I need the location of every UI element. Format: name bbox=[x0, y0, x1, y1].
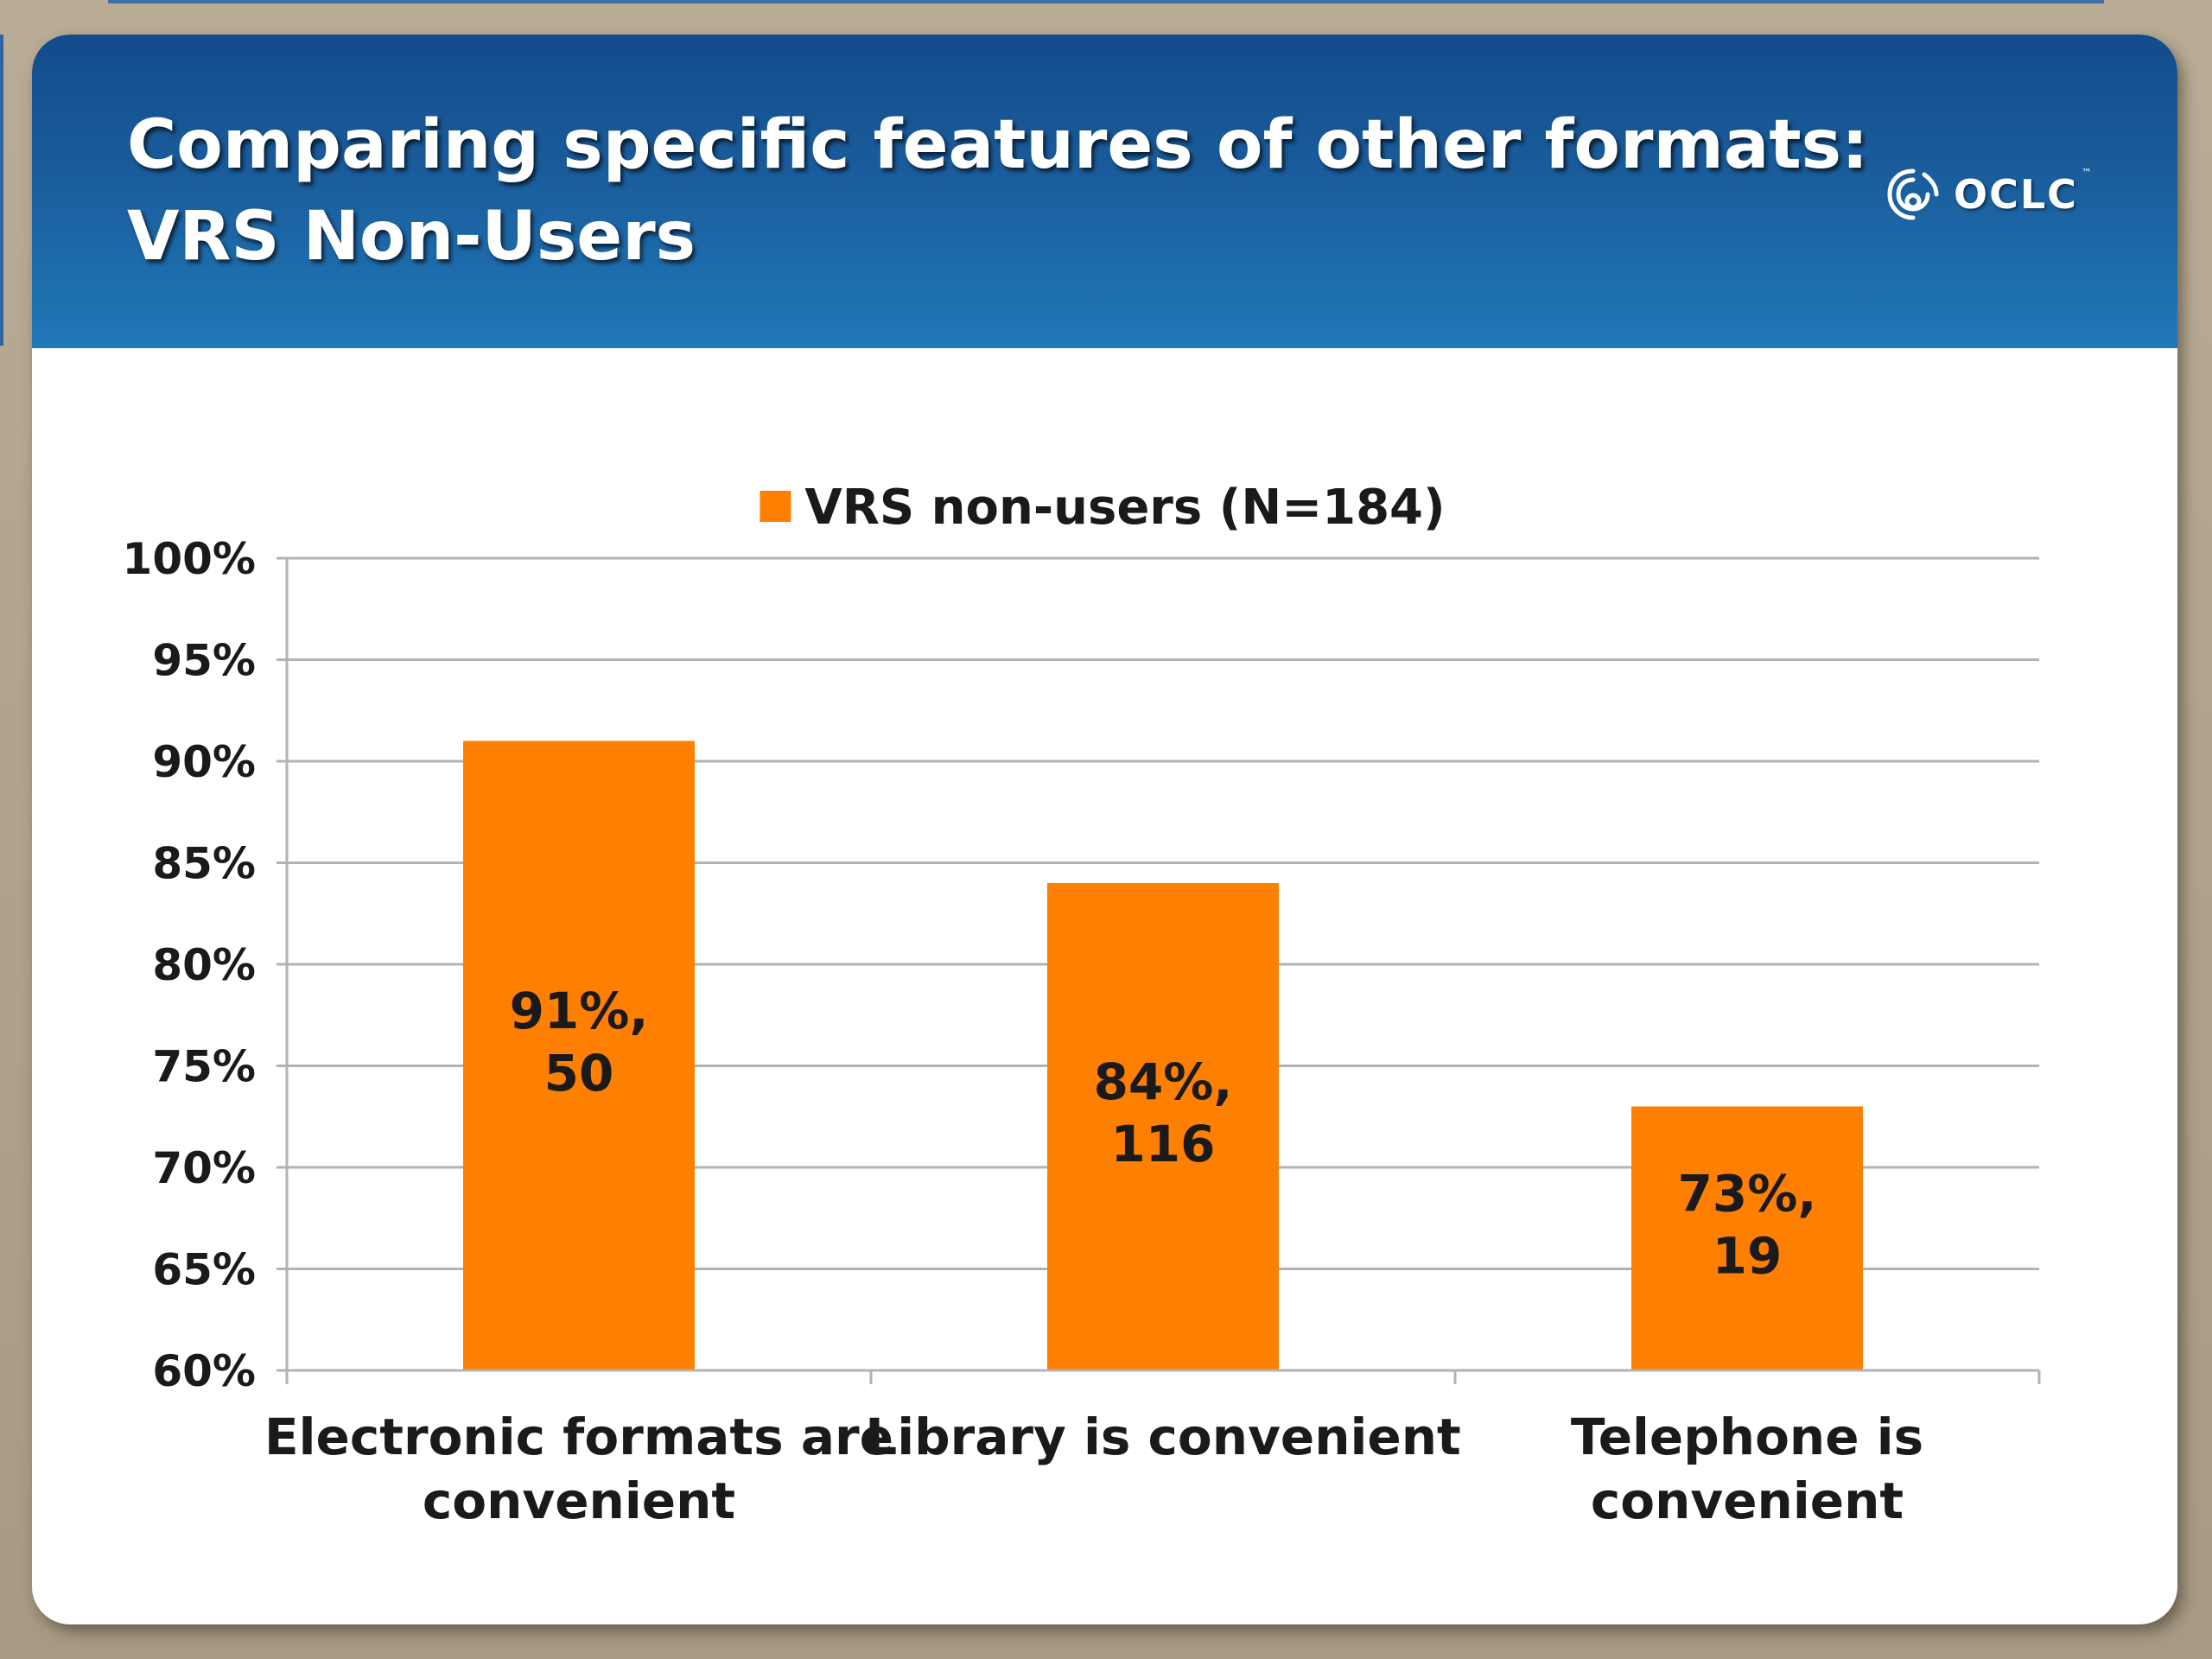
bar-data-label: 50 bbox=[544, 1044, 614, 1103]
slide-title: Comparing specific features of other for… bbox=[127, 99, 1869, 283]
y-tick-label: 95% bbox=[152, 636, 256, 686]
oclc-logo: OCLC ™ bbox=[1881, 160, 2092, 229]
x-category-label: Library is convenient bbox=[865, 1408, 1461, 1466]
slide-title-line-1: Comparing specific features of other for… bbox=[127, 106, 1869, 184]
legend-marker bbox=[760, 491, 791, 522]
oclc-logo-trademark: ™ bbox=[2081, 167, 2092, 179]
x-category-label: convenient bbox=[1591, 1471, 1904, 1530]
slide: Comparing specific features of other for… bbox=[32, 35, 2177, 1624]
oclc-logo-icon bbox=[1887, 168, 1939, 220]
bar-chart: VRS non-users (N=184) 60% 65% 70% 75% 80% 85% 9… bbox=[123, 480, 2041, 1530]
y-tick-label: 80% bbox=[152, 940, 256, 990]
bar bbox=[463, 741, 695, 1370]
bar-data-label: 91%, bbox=[510, 982, 649, 1040]
bar bbox=[1047, 883, 1279, 1370]
x-category-label: Electronic formats are bbox=[264, 1408, 893, 1466]
y-tick-label: 85% bbox=[152, 839, 256, 889]
y-tick-label: 100% bbox=[123, 534, 256, 584]
y-tick-label: 70% bbox=[152, 1143, 256, 1193]
y-tick-label: 60% bbox=[152, 1346, 256, 1396]
x-category-label: convenient bbox=[423, 1471, 735, 1530]
y-tick-label: 90% bbox=[152, 737, 256, 787]
y-tick-label: 65% bbox=[152, 1245, 256, 1295]
bar-data-label: 84%, bbox=[1094, 1052, 1233, 1111]
bar-data-label: 116 bbox=[1110, 1115, 1215, 1173]
slide-header: Comparing specific features of other for… bbox=[32, 35, 2177, 348]
bar bbox=[1631, 1106, 1863, 1370]
slide-title-line-2: VRS Non-Users bbox=[127, 198, 696, 276]
top-rule bbox=[108, 0, 2104, 3]
bar-data-label: 73%, bbox=[1678, 1164, 1817, 1223]
legend-label: VRS non-users (N=184) bbox=[804, 480, 1445, 536]
oclc-logo-text: OCLC bbox=[1954, 171, 2078, 218]
x-category-label: Telephone is bbox=[1571, 1408, 1923, 1466]
left-edge bbox=[0, 35, 3, 346]
y-tick-label: 75% bbox=[152, 1042, 256, 1092]
bar-data-label: 19 bbox=[1713, 1226, 1783, 1285]
